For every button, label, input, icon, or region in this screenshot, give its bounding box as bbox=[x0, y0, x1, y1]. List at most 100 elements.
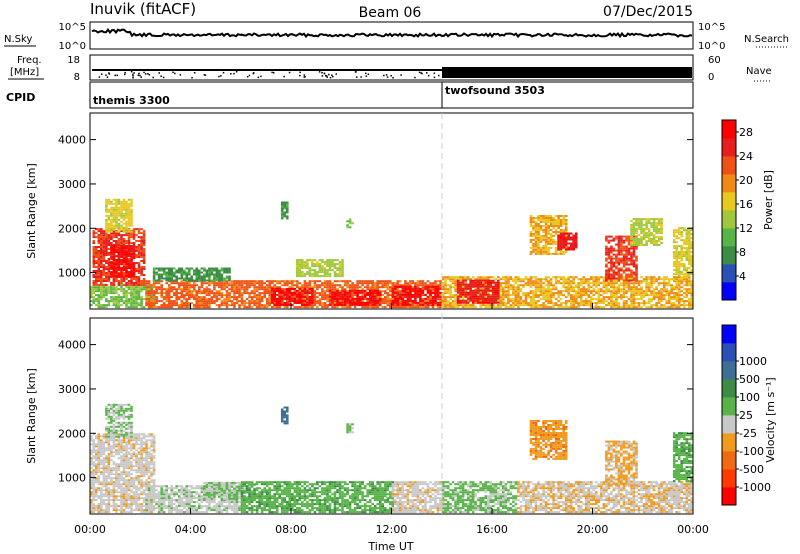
data-cell bbox=[132, 292, 136, 295]
data-cell bbox=[198, 288, 201, 291]
data-cell bbox=[492, 297, 495, 300]
data-cell bbox=[471, 291, 475, 294]
data-cell bbox=[220, 273, 224, 276]
data-cell bbox=[610, 292, 613, 295]
data-cell bbox=[117, 249, 121, 252]
data-cell bbox=[630, 294, 633, 297]
data-cell bbox=[301, 293, 304, 296]
data-cell bbox=[620, 296, 623, 299]
data-cell bbox=[162, 277, 166, 280]
data-cell bbox=[562, 229, 565, 231]
data-cell bbox=[142, 252, 146, 254]
data-cell bbox=[444, 306, 447, 309]
data-cell bbox=[110, 234, 113, 237]
data-cell bbox=[514, 292, 518, 295]
data-cell bbox=[130, 290, 133, 293]
data-cell bbox=[529, 296, 533, 299]
data-cell bbox=[471, 299, 475, 302]
data-cell bbox=[120, 249, 123, 252]
data-cell bbox=[193, 306, 196, 309]
data-cell bbox=[137, 244, 141, 246]
data-cell bbox=[102, 280, 106, 282]
data-cell bbox=[95, 254, 98, 256]
data-cell bbox=[336, 284, 339, 287]
data-cell bbox=[112, 224, 116, 227]
data-cell bbox=[97, 286, 101, 289]
data-cell bbox=[519, 278, 523, 281]
data-cell bbox=[487, 301, 490, 304]
data-cell bbox=[429, 298, 432, 301]
data-cell bbox=[185, 282, 189, 285]
data-cell bbox=[512, 302, 515, 305]
data-cell bbox=[542, 294, 545, 297]
data-cell bbox=[522, 292, 525, 295]
data-cell bbox=[115, 236, 118, 239]
data-cell bbox=[640, 294, 643, 297]
data-cell bbox=[559, 219, 563, 221]
data-cell bbox=[298, 267, 302, 270]
data-cell bbox=[539, 229, 543, 231]
data-cell bbox=[333, 306, 337, 309]
data-cell bbox=[115, 266, 118, 268]
data-cell bbox=[441, 288, 445, 291]
freq-dot bbox=[355, 71, 357, 73]
data-cell bbox=[622, 290, 626, 293]
data-cell bbox=[481, 276, 485, 279]
data-cell bbox=[127, 267, 131, 270]
data-cell bbox=[120, 228, 123, 231]
data-cell bbox=[102, 254, 106, 256]
data-cell bbox=[368, 280, 372, 283]
data-cell bbox=[125, 208, 128, 211]
freq-dot bbox=[304, 76, 306, 78]
data-cell bbox=[685, 294, 689, 297]
data-cell bbox=[409, 295, 412, 298]
data-cell bbox=[105, 240, 108, 242]
data-cell bbox=[145, 292, 148, 295]
data-cell bbox=[127, 273, 131, 276]
data-cell bbox=[195, 298, 199, 301]
freq-dot bbox=[222, 71, 225, 74]
data-cell bbox=[522, 294, 525, 297]
data-cell bbox=[632, 300, 636, 303]
freq-dot bbox=[386, 76, 389, 78]
data-cell bbox=[193, 284, 196, 287]
data-cell bbox=[145, 296, 148, 299]
data-cell bbox=[117, 230, 121, 233]
data-cell bbox=[157, 277, 161, 280]
data-cell bbox=[476, 281, 480, 284]
data-cell bbox=[228, 284, 231, 287]
data-cell bbox=[554, 286, 558, 289]
data-cell bbox=[529, 234, 533, 237]
freq-dot bbox=[321, 75, 324, 77]
data-cell bbox=[296, 286, 299, 289]
data-cell bbox=[484, 299, 488, 302]
data-cell bbox=[517, 294, 520, 297]
data-cell bbox=[690, 284, 694, 287]
data-cell bbox=[665, 290, 668, 293]
data-cell bbox=[127, 198, 131, 201]
data-cell bbox=[640, 290, 643, 293]
data-cell bbox=[125, 292, 128, 295]
data-cell bbox=[557, 219, 560, 221]
data-cell bbox=[115, 204, 118, 207]
data-cell bbox=[419, 297, 422, 300]
data-cell bbox=[328, 259, 332, 262]
data-cell bbox=[142, 286, 146, 289]
data-cell bbox=[625, 257, 628, 260]
data-cell bbox=[449, 276, 452, 279]
data-cell bbox=[328, 295, 332, 298]
data-cell bbox=[208, 306, 211, 309]
data-cell bbox=[361, 280, 364, 283]
data-cell bbox=[115, 244, 118, 246]
data-cell bbox=[127, 253, 131, 256]
data-cell bbox=[167, 279, 171, 282]
data-cell bbox=[635, 273, 638, 276]
data-cell bbox=[441, 296, 445, 299]
data-cell bbox=[627, 298, 631, 301]
data-cell bbox=[391, 286, 395, 289]
data-cell bbox=[286, 291, 289, 294]
data-cell bbox=[456, 279, 460, 282]
data-cell bbox=[341, 306, 344, 309]
data-cell bbox=[130, 286, 133, 289]
data-cell bbox=[348, 286, 352, 289]
